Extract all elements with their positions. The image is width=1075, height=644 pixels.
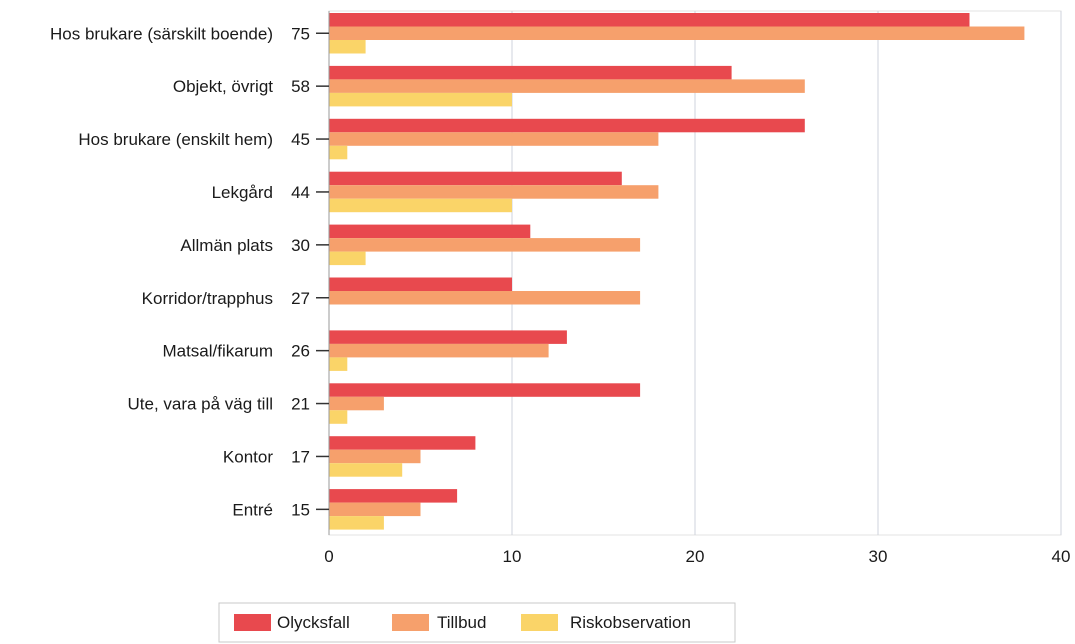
category-label: Allmän plats [180,236,273,255]
category-label: Hos brukare (särskilt boende) [50,24,273,43]
bars [329,13,1025,530]
bar-riskobservation-4 [329,251,366,266]
bar-tillbud-7 [329,396,384,411]
bar-riskobservation-2 [329,145,348,160]
x-tick-label: 30 [869,547,888,566]
x-tick-label: 0 [324,547,333,566]
category-total-label: 26 [291,342,310,361]
x-tick-label: 20 [686,547,705,566]
bar-tillbud-2 [329,132,659,146]
legend-swatch-tillbud [392,614,429,631]
bar-olycksfall-7 [329,383,641,397]
bar-riskobservation-9 [329,516,384,530]
bar-tillbud-5 [329,291,641,305]
bar-riskobservation-6 [329,357,348,371]
bar-olycksfall-5 [329,277,512,291]
bar-olycksfall-4 [329,224,531,239]
bar-tillbud-0 [329,26,1025,40]
bar-tillbud-9 [329,502,421,517]
bar-riskobservation-8 [329,463,403,477]
bar-tillbud-3 [329,185,659,199]
category-label: Objekt, övrigt [173,77,273,96]
legend-box [218,602,736,643]
bar-olycksfall-9 [329,489,458,503]
bar-olycksfall-1 [329,65,732,80]
category-label: Matsal/fikarum [162,342,273,361]
legend-label-riskobservation: Riskobservation [570,613,691,632]
bar-olycksfall-2 [329,118,805,133]
legend-swatch-riskobservation [521,614,558,631]
category-total-label: 17 [291,447,310,466]
bar-olycksfall-3 [329,171,622,186]
legend-label-olycksfall: Olycksfall [277,613,350,632]
category-label: Entré [232,500,273,519]
category-total-label: 75 [291,24,310,43]
legend-swatch-olycksfall [234,614,271,631]
category-total-label: 44 [291,183,310,202]
category-total-label: 27 [291,289,310,308]
bar-tillbud-1 [329,79,805,93]
x-tick-label: 40 [1052,547,1071,566]
bar-tillbud-4 [329,238,641,252]
legend: Olycksfall Tillbud Riskobservation [218,602,736,643]
category-label: Hos brukare (enskilt hem) [78,130,273,149]
bar-riskobservation-1 [329,92,512,107]
category-label: Ute, vara på väg till [127,395,273,414]
category-total-label: 21 [291,395,310,414]
bar-tillbud-8 [329,449,421,464]
category-total-label: 15 [291,500,310,519]
bar-olycksfall-6 [329,330,567,344]
category-total-label: 58 [291,77,310,96]
category-label: Korridor/trapphus [142,289,273,308]
x-tick-label: 10 [503,547,522,566]
bar-riskobservation-3 [329,198,512,213]
category-total-label: 30 [291,236,310,255]
category-label: Kontor [223,447,273,466]
bar-olycksfall-8 [329,436,476,450]
bar-riskobservation-7 [329,410,348,424]
bar-tillbud-6 [329,343,549,358]
category-label: Lekgård [212,183,273,202]
bar-riskobservation-0 [329,40,366,54]
bar-olycksfall-0 [329,13,970,27]
legend-label-tillbud: Tillbud [437,613,486,632]
category-total-label: 45 [291,130,310,149]
